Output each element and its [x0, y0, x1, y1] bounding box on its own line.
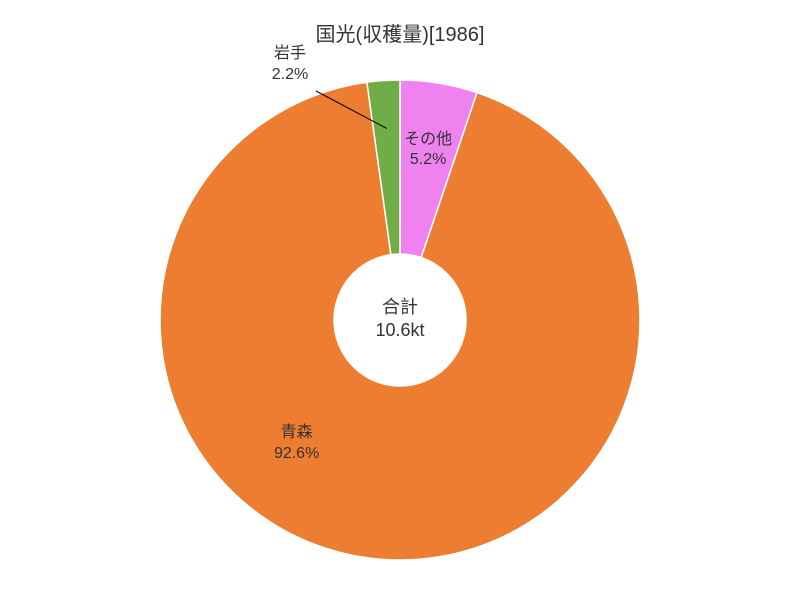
slice-name: 青森: [281, 424, 313, 441]
slice-name: その他: [404, 131, 452, 148]
center-line2: 10.6kt: [375, 320, 424, 340]
slice-label-0: その他 5.2%: [368, 130, 488, 172]
center-label: 合計 10.6kt: [320, 296, 480, 343]
slice-name: 岩手: [274, 45, 306, 62]
slice-percent: 92.6%: [274, 445, 319, 462]
slice-percent: 2.2%: [272, 66, 308, 83]
center-line1: 合計: [382, 297, 418, 317]
slice-label-1: 青森 92.6%: [237, 423, 357, 465]
slice-label-2: 岩手 2.2%: [230, 44, 350, 86]
slice-percent: 5.2%: [410, 151, 446, 168]
chart-container: 国光(収穫量)[1986] その他5.2%青森92.6%岩手2.2%合計10.6…: [0, 0, 800, 600]
